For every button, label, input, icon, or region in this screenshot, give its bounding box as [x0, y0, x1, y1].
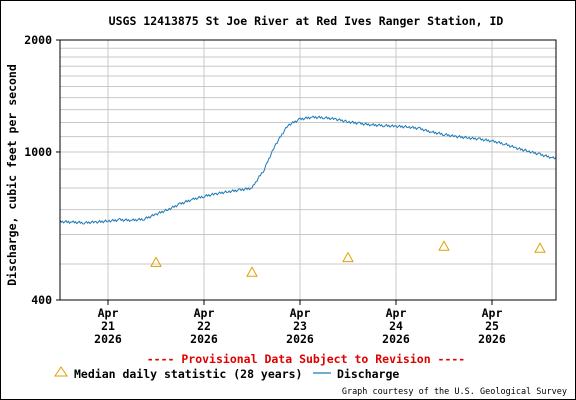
- x-tick-label: 2026: [382, 332, 410, 346]
- legend: Median daily statistic (28 years) Discha…: [54, 366, 399, 381]
- y-axis-label: Discharge, cubic feet per second: [5, 64, 19, 286]
- y-axis-ticks: 2000 1000 400: [24, 33, 60, 307]
- x-tick-label: 2026: [478, 332, 506, 346]
- x-tick-label: Apr: [386, 306, 407, 320]
- usgs-credit: Graph courtesy of the U.S. Geological Su…: [342, 387, 567, 397]
- x-tick-label: 21: [101, 319, 115, 333]
- median-triangle-marker: [246, 266, 258, 277]
- x-tick-label: 22: [197, 319, 211, 333]
- x-tick-label: Apr: [290, 306, 311, 320]
- gridlines: [60, 39, 556, 300]
- plot-area-border: [59, 39, 557, 301]
- y-tick-label: 2000: [24, 33, 52, 47]
- discharge-series-line: [60, 115, 556, 225]
- chart-title: USGS 12413875 St Joe River at Red Ives R…: [109, 14, 504, 28]
- legend-median-label: Median daily statistic (28 years): [74, 367, 302, 381]
- x-tick-label: Apr: [194, 306, 215, 320]
- median-triangle-marker: [438, 240, 450, 251]
- provisional-notice: ---- Provisional Data Subject to Revisio…: [147, 352, 466, 366]
- x-tick-label: 2026: [94, 332, 122, 346]
- median-triangle-marker: [534, 242, 546, 253]
- median-triangle-marker: [342, 251, 354, 263]
- legend-median-triangle-icon: [54, 366, 68, 377]
- x-tick-label: 25: [485, 319, 499, 333]
- median-triangle-marker: [150, 256, 162, 267]
- x-tick-label: 2026: [286, 332, 314, 346]
- x-tick-label: Apr: [98, 306, 119, 320]
- x-tick-label: 23: [293, 319, 307, 333]
- x-tick-label: Apr: [482, 306, 503, 320]
- legend-discharge-label: Discharge: [337, 367, 399, 381]
- y-tick-label: 1000: [24, 145, 52, 159]
- y-tick-label: 400: [31, 293, 52, 307]
- series-layer: [60, 115, 556, 277]
- x-tick-label: 24: [389, 319, 403, 333]
- x-axis-ticks: Apr212026Apr222026Apr232026Apr242026Apr2…: [94, 300, 506, 346]
- x-tick-label: 2026: [190, 332, 218, 346]
